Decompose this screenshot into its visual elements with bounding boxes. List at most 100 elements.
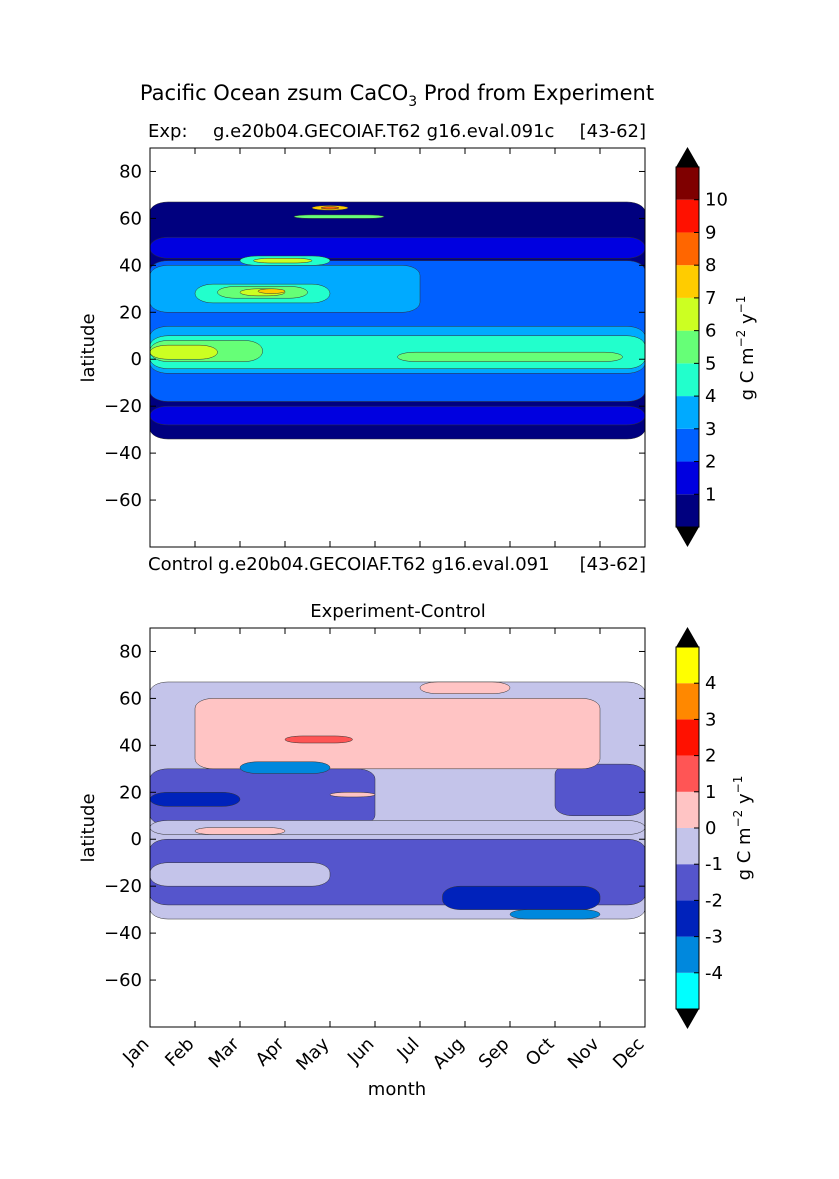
ytick-label: 60 [119,208,142,229]
xtick-label: Nov [564,1033,604,1073]
colorbar-tick-label: 10 [705,190,728,211]
contour-region [397,351,623,362]
contour-region [419,681,511,694]
control-name: g.e20b04.GECOIAF.T62 g16.eval.091 [218,554,550,575]
control-label: Control [148,554,213,575]
ytick-label: −60 [104,970,142,991]
colorbar-tick-label: -2 [705,890,723,911]
colorbar-swatch [676,363,699,397]
colorbar-swatch [676,461,699,495]
contour-region [150,862,331,887]
colorbar-tick-label: 9 [705,222,716,243]
contour-region [150,405,645,426]
contour-region [150,344,218,360]
figure-suptitle: Pacific Ocean zsum CaCO3 Prod from Exper… [140,81,654,110]
ytick-label: −20 [104,876,142,897]
colorbar-swatch [676,828,699,865]
exp-years: [43-62] [580,121,646,142]
colorbar-swatch [676,900,699,937]
top-plot: 80 60 40 20 0 −20 −40 −60 [104,147,646,548]
contour-region [253,258,313,264]
colorbar-tick-label: 6 [705,321,716,342]
contour-region [442,885,601,910]
contour-region [150,792,241,807]
ytick-label: −60 [104,490,142,511]
colorbar-tick-label: -4 [705,963,723,984]
colorbar-tick-label: -3 [705,927,723,948]
colorbar-tick-label: -1 [705,854,723,875]
contour-region [320,206,340,210]
bottom-cbar-label: g C m−2 y−1 [731,776,755,881]
control-years: [43-62] [580,554,646,575]
ytick-label: 60 [119,688,142,709]
colorbar-swatch [676,265,699,298]
colorbar-swatch [676,719,699,756]
ytick-label: 0 [131,829,142,850]
xlabel: month [368,1079,426,1100]
colorbar-tick-label: 7 [705,288,716,309]
contour-region [509,909,601,920]
colorbar-extend-low [676,1009,699,1029]
ytick-label: 80 [119,641,142,662]
xtick-label: Sep [475,1034,514,1073]
colorbar-swatch [676,232,699,266]
xtick-label: Aug [429,1034,469,1074]
colorbar-swatch [676,864,699,901]
xtick-label: Feb [161,1034,198,1071]
ytick-label: 40 [119,255,142,276]
colorbar-swatch [676,683,699,720]
colorbar-swatch [676,936,699,973]
ytick-label: 0 [131,349,142,370]
colorbar-swatch [676,199,699,233]
ytick-label: 80 [119,161,142,182]
heatmap-field [150,681,645,920]
colorbar-tick-label: 4 [705,673,716,694]
bottom-colorbar: -4 -3 -2 -1 0 1 2 3 4 [675,627,723,1029]
ytick-label: 40 [119,735,142,756]
colorbar-tick-label: 5 [705,353,716,374]
colorbar-swatch [676,494,699,527]
colorbar-tick-label: 3 [705,709,716,730]
colorbar-tick-label: 1 [705,782,716,803]
colorbar-tick-label: 3 [705,419,716,440]
diff-title: Experiment-Control [310,601,486,622]
contour-region [150,236,645,259]
xtick-label: Jan [118,1034,153,1069]
bottom-plot: 80 60 40 20 0 −20 −40 −60 Jan Feb Mar Apr May Jun Jul A… [104,627,649,1075]
colorbar-swatch [676,167,699,200]
colorbar-swatch [676,755,699,792]
heatmap-field [150,201,645,440]
colorbar-extend-high [676,147,699,167]
colorbar-swatch [676,428,699,462]
colorbar-tick-label: 0 [705,818,716,839]
xtick-label: Jul [393,1034,424,1065]
xtick-label: May [292,1033,333,1074]
plot-frame [149,147,646,548]
xtick-label: Mar [205,1033,244,1072]
colorbar-tick-label: 1 [705,484,716,505]
bottom-ylabel: latitude [78,793,99,862]
contour-region [194,698,601,770]
xtick-label: Jun [343,1034,378,1069]
ytick-label: −40 [104,443,142,464]
colorbar-swatch [676,330,699,364]
colorbar-swatch [676,972,699,1009]
ytick-label: 20 [119,782,142,803]
plot-frame [149,627,646,1028]
exp-label: Exp: [148,121,188,142]
colorbar-swatch [676,647,699,684]
colorbar-swatch [676,791,699,828]
xtick-label: Oct [522,1034,559,1071]
contour-region [329,792,376,798]
top-colorbar: 1 2 3 4 5 6 7 8 9 10 [675,147,728,547]
top-cbar-label: g C m−2 y−1 [734,296,758,401]
ytick-label: −20 [104,396,142,417]
colorbar-extend-low [676,527,699,547]
top-ylabel: latitude [78,313,99,382]
colorbar-frame [675,166,700,528]
colorbar-extend-high [676,627,699,647]
colorbar-swatch [676,297,699,331]
colorbar-swatch [676,396,699,429]
contour-region [239,761,331,774]
